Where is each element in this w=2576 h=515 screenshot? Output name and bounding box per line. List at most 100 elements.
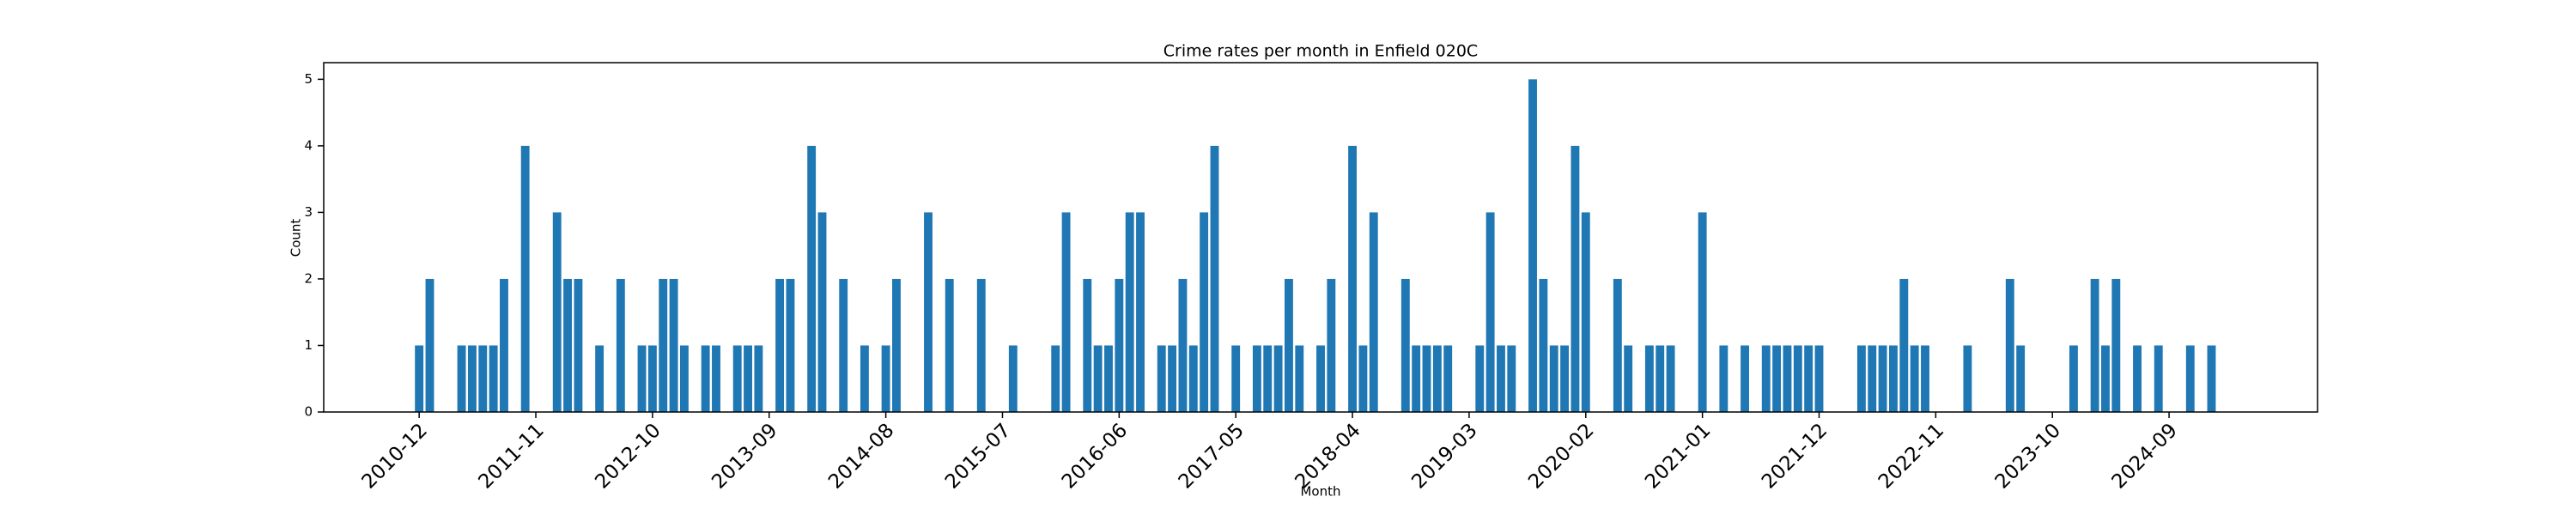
bar xyxy=(2090,278,2099,412)
x-tick-label: 2024-09 xyxy=(2108,419,2182,493)
x-tick-label: 2019-03 xyxy=(1407,419,1481,493)
bar xyxy=(754,345,763,412)
bar xyxy=(1644,345,1654,412)
bar xyxy=(1485,212,1495,412)
bar xyxy=(1656,345,1665,412)
bar xyxy=(1327,278,1336,412)
bar xyxy=(1814,345,1824,412)
x-axis-label: Month xyxy=(1300,484,1340,500)
bar xyxy=(976,278,986,412)
bar xyxy=(786,278,795,412)
x-tick-label: 2021-01 xyxy=(1641,419,1715,493)
bar xyxy=(520,145,530,412)
bar xyxy=(1093,345,1103,412)
y-tick-label: 4 xyxy=(304,137,313,153)
x-tick-label: 2023-10 xyxy=(1991,419,2065,493)
bar xyxy=(679,345,689,412)
bar xyxy=(1400,278,1410,412)
x-tick-label: 2016-06 xyxy=(1058,419,1132,493)
bar xyxy=(1231,345,1241,412)
x-tick-label: 2015-07 xyxy=(941,419,1015,493)
bar xyxy=(1666,345,1675,412)
bar xyxy=(1910,345,1919,412)
bar xyxy=(1793,345,1802,412)
bar xyxy=(2133,345,2142,412)
bar xyxy=(595,345,605,412)
bar xyxy=(1507,345,1516,412)
bar xyxy=(637,345,647,412)
bar xyxy=(1719,345,1728,412)
bar xyxy=(574,278,583,412)
bar xyxy=(1316,345,1325,412)
bar xyxy=(415,345,424,412)
bar xyxy=(732,345,742,412)
bar xyxy=(1549,345,1558,412)
bar xyxy=(2111,278,2121,412)
bar xyxy=(1560,345,1570,412)
bar xyxy=(1051,345,1060,412)
bar xyxy=(1200,212,1209,412)
bar xyxy=(489,345,498,412)
x-tick-label: 2017-05 xyxy=(1175,419,1249,493)
x-tick-label: 2020-02 xyxy=(1524,419,1598,493)
bar xyxy=(669,278,678,412)
bar xyxy=(2069,345,2078,412)
chart-title: Crime rates per month in Enfield 020C xyxy=(1163,42,1478,61)
bar xyxy=(1348,145,1357,412)
bar xyxy=(552,212,562,412)
y-axis-label: Count xyxy=(289,219,304,258)
bar xyxy=(563,278,573,412)
bar xyxy=(478,345,488,412)
bar xyxy=(924,212,933,412)
bar xyxy=(616,278,625,412)
bar xyxy=(807,145,817,412)
bar xyxy=(1613,278,1622,412)
bar xyxy=(1698,212,1707,412)
y-tick-label: 2 xyxy=(304,270,313,286)
bar xyxy=(1295,345,1304,412)
x-tick-label: 2022-11 xyxy=(1874,419,1948,493)
bar xyxy=(647,345,657,412)
bar xyxy=(1263,345,1273,412)
bar xyxy=(839,278,848,412)
bar xyxy=(2185,345,2195,412)
bar xyxy=(1188,345,1198,412)
plot-frame xyxy=(323,62,2318,413)
x-tick-label: 2011-11 xyxy=(475,419,549,493)
x-tick-label: 2013-09 xyxy=(708,419,781,493)
bar xyxy=(1083,278,1092,412)
bar xyxy=(425,278,434,412)
bar xyxy=(860,345,869,412)
bar xyxy=(881,345,890,412)
bar xyxy=(1008,345,1018,412)
bar xyxy=(712,345,720,412)
bar xyxy=(1921,345,1929,412)
y-tick-label: 0 xyxy=(304,404,313,420)
bar xyxy=(1539,278,1548,412)
bar xyxy=(892,278,901,412)
bar xyxy=(1761,345,1771,412)
bar xyxy=(1061,212,1071,412)
bar xyxy=(1783,345,1792,412)
bar xyxy=(1856,345,1866,412)
bar xyxy=(1369,212,1378,412)
bar xyxy=(2005,278,2014,412)
bar xyxy=(1157,345,1166,412)
bar xyxy=(1115,278,1124,412)
bar xyxy=(744,345,752,412)
bar xyxy=(1252,345,1261,412)
bar xyxy=(1804,345,1814,412)
bar xyxy=(701,345,710,412)
bar xyxy=(1571,145,1580,412)
bar xyxy=(1741,345,1749,412)
bar xyxy=(1412,345,1421,412)
bar xyxy=(1899,278,1909,412)
bar xyxy=(1878,345,1887,412)
bar xyxy=(2016,345,2026,412)
bar xyxy=(1497,345,1505,412)
y-tick-label: 5 xyxy=(304,71,313,87)
bar xyxy=(1528,79,1537,412)
bar xyxy=(1475,345,1485,412)
bar xyxy=(1104,345,1113,412)
